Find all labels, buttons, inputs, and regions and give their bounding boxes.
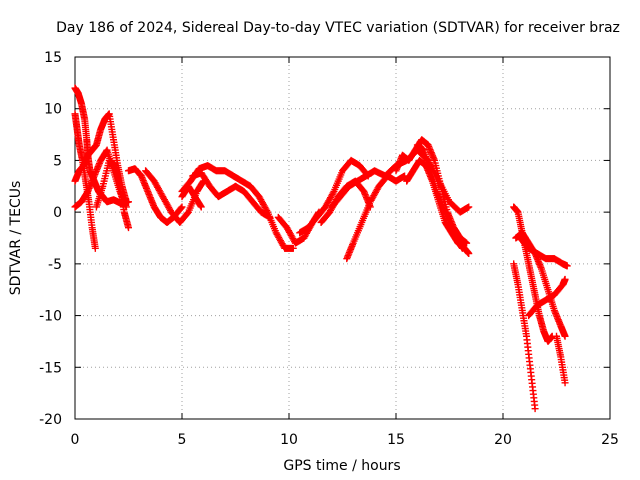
series-arc-7 bbox=[125, 165, 186, 226]
data-point bbox=[561, 332, 569, 340]
data-point bbox=[329, 189, 337, 197]
data-point bbox=[458, 244, 466, 252]
x-tick-labels: 0 5 10 15 20 25 bbox=[71, 432, 619, 448]
data-point bbox=[177, 204, 185, 212]
x-tick-label: 0 bbox=[71, 432, 80, 448]
series-arc-17 bbox=[392, 136, 471, 247]
series-arc-10 bbox=[189, 169, 274, 221]
y-tick-label: -5 bbox=[48, 257, 62, 273]
x-tick-label: 5 bbox=[178, 432, 187, 448]
y-tick-label: -20 bbox=[39, 412, 62, 428]
data-point bbox=[531, 405, 539, 413]
data-point bbox=[178, 203, 186, 211]
series-arc-15 bbox=[343, 172, 409, 263]
x-tick-label: 20 bbox=[494, 432, 512, 448]
data-point bbox=[465, 203, 473, 211]
data-point bbox=[125, 224, 132, 232]
y-tick-label: 0 bbox=[53, 205, 62, 221]
series-arc-1 bbox=[71, 84, 92, 159]
data-point bbox=[563, 262, 571, 270]
data-point bbox=[289, 244, 297, 252]
data-point bbox=[561, 275, 569, 283]
series-arc-6 bbox=[92, 156, 132, 232]
y-tick-label: 15 bbox=[44, 50, 62, 66]
x-tick-label: 10 bbox=[280, 432, 298, 448]
x-axis-label: GPS time / hours bbox=[283, 458, 400, 474]
data-point bbox=[463, 239, 471, 247]
series-arc-23 bbox=[516, 234, 571, 270]
series-arc-24 bbox=[525, 275, 569, 320]
data-point bbox=[197, 203, 205, 211]
y-axis-label: SDTVAR / TECUs bbox=[8, 181, 24, 296]
series-arc-8 bbox=[142, 167, 207, 226]
grid-lines bbox=[75, 57, 610, 419]
series-arc-19 bbox=[413, 141, 466, 252]
series-arc-11 bbox=[178, 182, 205, 211]
data-points bbox=[71, 84, 571, 413]
y-tick-labels: -20 -15 -10 -5 0 5 10 15 bbox=[39, 50, 62, 428]
x-tick-label: 25 bbox=[601, 432, 619, 448]
series-arc-20 bbox=[510, 260, 539, 413]
data-point bbox=[561, 379, 569, 387]
data-point bbox=[266, 213, 274, 221]
y-tick-label: -15 bbox=[39, 360, 62, 376]
data-point bbox=[91, 244, 99, 252]
y-tick-label: 10 bbox=[44, 102, 62, 118]
y-tick-label: -10 bbox=[39, 309, 62, 325]
data-point bbox=[465, 250, 473, 258]
series-arc-25 bbox=[553, 332, 569, 387]
plot-frame bbox=[74, 56, 611, 420]
chart-title: Day 186 of 2024, Sidereal Day-to-day VTE… bbox=[56, 20, 620, 36]
x-tick-label: 15 bbox=[387, 432, 405, 448]
y-tick-label: 5 bbox=[53, 153, 62, 169]
